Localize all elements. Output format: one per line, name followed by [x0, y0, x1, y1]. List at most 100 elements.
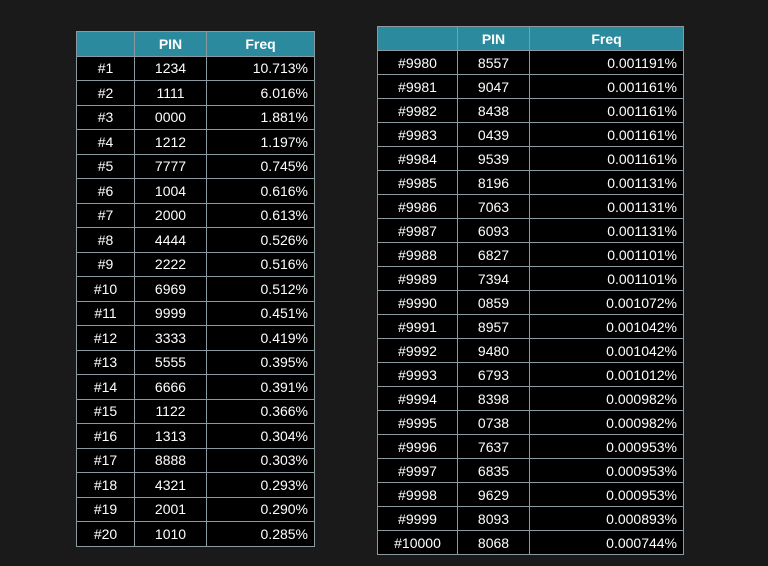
table-row: #998581960.001131%	[378, 171, 684, 195]
cell-freq: 0.000953%	[530, 483, 684, 507]
pin-frequency-table-bottom: PIN Freq #998085570.001191%#998190470.00…	[377, 26, 684, 555]
cell-freq: 0.745%	[207, 154, 315, 179]
cell-rank: #9987	[378, 219, 458, 243]
cell-freq: 0.290%	[207, 497, 315, 522]
cell-freq: 0.000982%	[530, 411, 684, 435]
cell-rank: #1	[77, 56, 135, 81]
cell-freq: 0.293%	[207, 473, 315, 498]
table-row: #577770.745%	[77, 154, 315, 179]
cell-rank: #10000	[378, 531, 458, 555]
cell-pin: 7063	[458, 195, 530, 219]
cell-pin: 1004	[135, 179, 207, 204]
cell-freq: 0.000982%	[530, 387, 684, 411]
table-row: #1069690.512%	[77, 277, 315, 302]
cell-pin: 4444	[135, 228, 207, 253]
table-row: #998868270.001101%	[378, 243, 684, 267]
cell-freq: 0.001161%	[530, 75, 684, 99]
table-row: #998190470.001161%	[378, 75, 684, 99]
cell-freq: 0.001131%	[530, 171, 684, 195]
pin-frequency-table-top: PIN Freq #1123410.713%#211116.016%#30000…	[76, 31, 315, 547]
cell-pin: 8196	[458, 171, 530, 195]
cell-freq: 0.001012%	[530, 363, 684, 387]
header-freq: Freq	[207, 32, 315, 57]
cell-pin: 9629	[458, 483, 530, 507]
cell-pin: 6793	[458, 363, 530, 387]
cell-pin: 6827	[458, 243, 530, 267]
cell-pin: 7394	[458, 267, 530, 291]
cell-pin: 6969	[135, 277, 207, 302]
table-row: #999367930.001012%	[378, 363, 684, 387]
cell-freq: 0.526%	[207, 228, 315, 253]
cell-rank: #16	[77, 424, 135, 449]
cell-rank: #9984	[378, 147, 458, 171]
cell-freq: 0.391%	[207, 375, 315, 400]
cell-rank: #9	[77, 252, 135, 277]
table-row: #999189570.001042%	[378, 315, 684, 339]
cell-pin: 1234	[135, 56, 207, 81]
table-row: #998973940.001101%	[378, 267, 684, 291]
table-row: #998670630.001131%	[378, 195, 684, 219]
cell-freq: 0.001072%	[530, 291, 684, 315]
cell-rank: #9983	[378, 123, 458, 147]
cell-rank: #20	[77, 522, 135, 547]
table-row: #999008590.001072%	[378, 291, 684, 315]
cell-freq: 0.001101%	[530, 267, 684, 291]
cell-rank: #3	[77, 105, 135, 130]
cell-rank: #7	[77, 203, 135, 228]
table-row: #922220.516%	[77, 252, 315, 277]
cell-pin: 6093	[458, 219, 530, 243]
canvas: PIN Freq #1123410.713%#211116.016%#30000…	[0, 0, 768, 566]
cell-rank: #9991	[378, 315, 458, 339]
header-pin: PIN	[458, 27, 530, 51]
table-row: #720000.613%	[77, 203, 315, 228]
cell-pin: 8093	[458, 507, 530, 531]
cell-freq: 0.001042%	[530, 339, 684, 363]
cell-rank: #9990	[378, 291, 458, 315]
cell-rank: #9999	[378, 507, 458, 531]
cell-freq: 0.001161%	[530, 123, 684, 147]
cell-rank: #18	[77, 473, 135, 498]
cell-pin: 8957	[458, 315, 530, 339]
table-row: #1920010.290%	[77, 497, 315, 522]
table-header-row: PIN Freq	[77, 32, 315, 57]
cell-rank: #15	[77, 399, 135, 424]
table-row: #300001.881%	[77, 105, 315, 130]
cell-rank: #9985	[378, 171, 458, 195]
cell-rank: #9986	[378, 195, 458, 219]
table-row: #1123410.713%	[77, 56, 315, 81]
cell-rank: #9993	[378, 363, 458, 387]
cell-pin: 9480	[458, 339, 530, 363]
cell-rank: #14	[77, 375, 135, 400]
cell-pin: 8068	[458, 531, 530, 555]
cell-rank: #17	[77, 448, 135, 473]
cell-freq: 0.304%	[207, 424, 315, 449]
cell-rank: #12	[77, 326, 135, 351]
cell-pin: 9047	[458, 75, 530, 99]
cell-freq: 0.000953%	[530, 459, 684, 483]
cell-freq: 0.613%	[207, 203, 315, 228]
cell-freq: 0.001131%	[530, 219, 684, 243]
cell-freq: 0.419%	[207, 326, 315, 351]
table-row: #1355550.395%	[77, 350, 315, 375]
cell-rank: #19	[77, 497, 135, 522]
header-freq: Freq	[530, 27, 684, 51]
table-row: #2010100.285%	[77, 522, 315, 547]
cell-pin: 6835	[458, 459, 530, 483]
table-row: #1199990.451%	[77, 301, 315, 326]
cell-pin: 1010	[135, 522, 207, 547]
cell-freq: 0.000893%	[530, 507, 684, 531]
cell-rank: #9982	[378, 99, 458, 123]
table-row: #999294800.001042%	[378, 339, 684, 363]
cell-pin: 8438	[458, 99, 530, 123]
table-row: #1613130.304%	[77, 424, 315, 449]
cell-pin: 9539	[458, 147, 530, 171]
cell-rank: #10	[77, 277, 135, 302]
cell-pin: 0859	[458, 291, 530, 315]
cell-rank: #9981	[378, 75, 458, 99]
table-row: #999768350.000953%	[378, 459, 684, 483]
cell-rank: #11	[77, 301, 135, 326]
cell-freq: 0.001161%	[530, 99, 684, 123]
cell-pin: 1212	[135, 130, 207, 155]
cell-freq: 0.303%	[207, 448, 315, 473]
cell-pin: 1313	[135, 424, 207, 449]
